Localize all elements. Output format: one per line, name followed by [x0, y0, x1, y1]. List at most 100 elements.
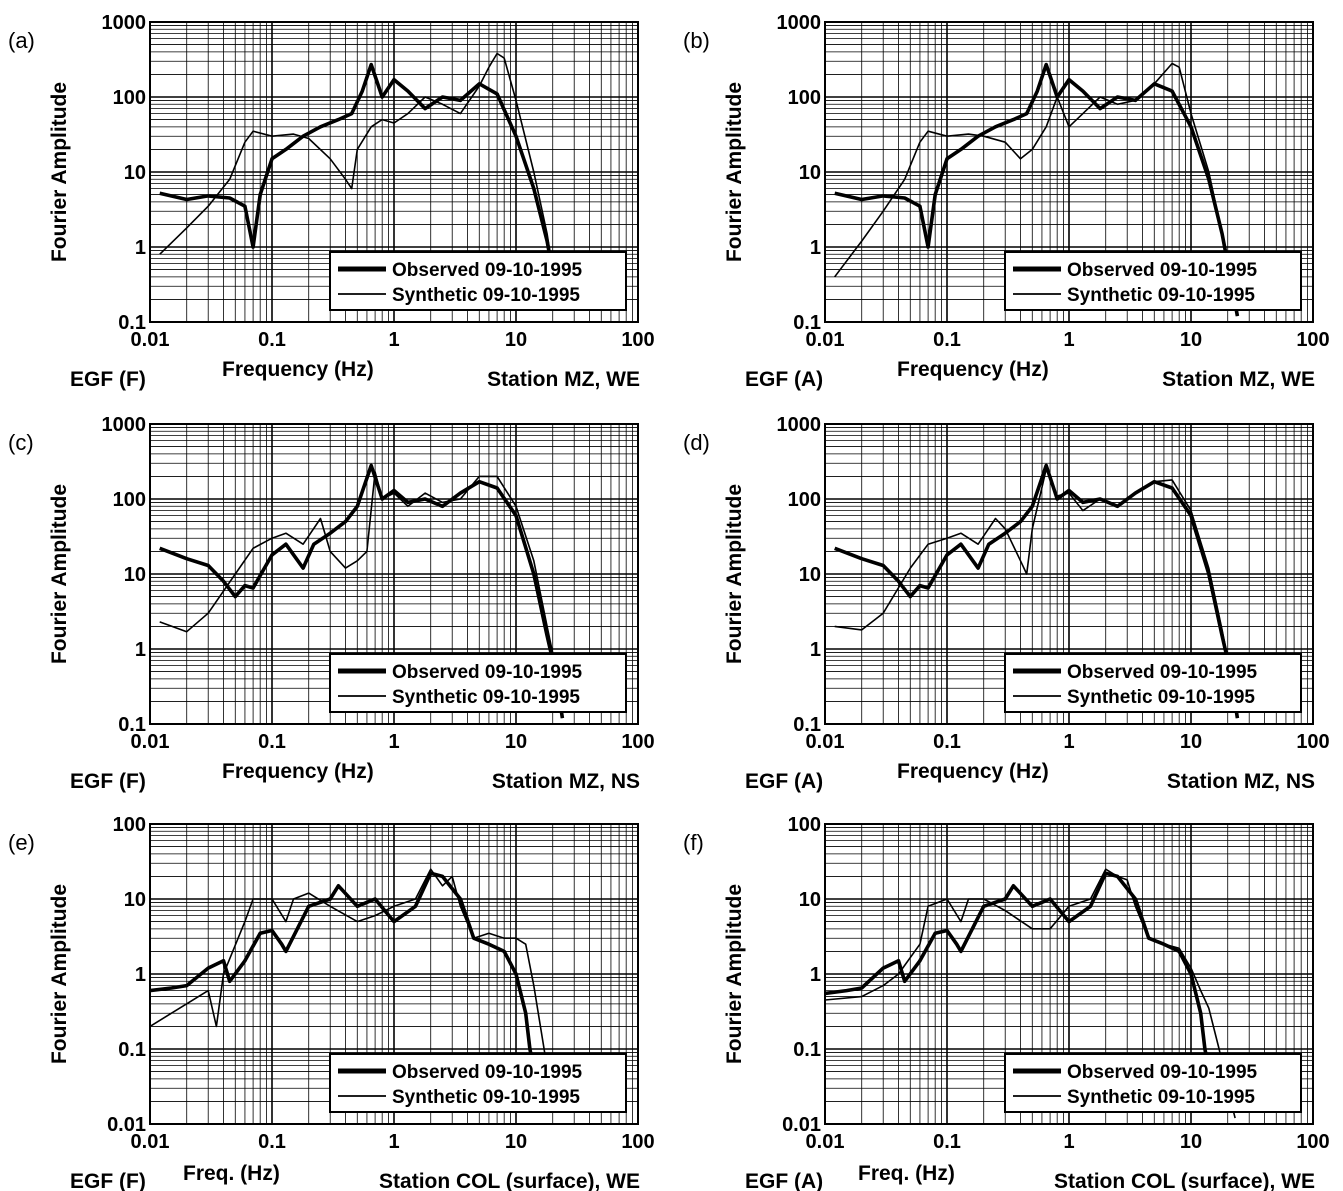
y-tick-label: 1000 — [102, 12, 147, 34]
series-group — [150, 868, 551, 1089]
x-tick-label: 100 — [1296, 731, 1329, 753]
legend-observed-label: Observed 09-10-1995 — [392, 1062, 583, 1083]
y-tick-label: 0.1 — [118, 312, 146, 334]
x-tick-label: 10 — [505, 731, 527, 753]
y-tick-label: 100 — [788, 87, 821, 109]
legend-synthetic-label: Synthetic 09-10-1995 — [1067, 285, 1255, 306]
legend-synthetic-label: Synthetic 09-10-1995 — [392, 285, 580, 306]
legend-synthetic-label: Synthetic 09-10-1995 — [1067, 687, 1255, 708]
legend-synthetic-label: Synthetic 09-10-1995 — [392, 687, 580, 708]
y-tick-label: 1 — [135, 237, 146, 259]
x-tick-label: 1 — [388, 731, 399, 753]
y-axis-title: Fourier Amplitude — [48, 484, 71, 664]
x-tick-label: 10 — [1180, 731, 1202, 753]
panel-e: 0.01 0.1 1 10 100 0.01 0.1 1 10 100 Observed 09-10… — [8, 814, 655, 1191]
panel-f: 0.01 0.1 1 10 100 0.01 0.1 1 10 100 Observed 09-10… — [683, 814, 1330, 1191]
y-tick-label: 1000 — [102, 414, 147, 436]
legend-synthetic-label: Synthetic 09-10-1995 — [392, 1087, 580, 1108]
legend: Observed 09-10-1995 Synthetic 09-10-1995 — [329, 653, 627, 713]
legend-box — [329, 653, 627, 713]
legend-observed-label: Observed 09-10-1995 — [392, 260, 583, 281]
x-tick-label: 1 — [1063, 329, 1074, 351]
synthetic-line — [834, 62, 1239, 317]
x-axis-title: Frequency (Hz) — [897, 358, 1049, 381]
legend-box — [329, 1053, 627, 1113]
y-tick-label: 100 — [788, 489, 821, 511]
x-axis-title: Frequency (Hz) — [897, 760, 1049, 783]
legend-box — [1004, 653, 1302, 713]
x-tick-label: 10 — [505, 1131, 527, 1153]
y-tick-label: 100 — [113, 489, 146, 511]
legend: Observed 09-10-1995 Synthetic 09-10-1995 — [1004, 653, 1302, 713]
observed-line — [834, 463, 1240, 719]
y-axis-title: Fourier Amplitude — [723, 82, 746, 262]
legend-observed-label: Observed 09-10-1995 — [392, 662, 583, 683]
plot-frame — [149, 21, 639, 323]
legend: Observed 09-10-1995 Synthetic 09-10-1995 — [329, 1053, 627, 1113]
station-label: Station MZ, WE — [1162, 368, 1315, 391]
legend-box — [329, 251, 627, 311]
y-tick-label: 0.1 — [793, 312, 821, 334]
egf-label: EGF (A) — [745, 368, 823, 391]
y-tick-label: 10 — [124, 889, 146, 911]
synthetic-line — [825, 868, 1236, 1119]
plot-frame — [149, 823, 639, 1125]
x-axis-title: Frequency (Hz) — [222, 760, 374, 783]
x-tick-label: 0.01 — [131, 1131, 170, 1153]
x-axis-title: Frequency (Hz) — [222, 358, 374, 381]
series-group — [825, 868, 1236, 1119]
legend-synthetic-label: Synthetic 09-10-1995 — [1067, 1087, 1255, 1108]
y-tick-label: 1000 — [777, 414, 822, 436]
x-tick-label: 10 — [505, 329, 527, 351]
legend-observed-label: Observed 09-10-1995 — [1067, 662, 1258, 683]
y-tick-label: 0.1 — [793, 714, 821, 736]
panel-label: (f) — [683, 830, 704, 855]
x-tick-label: 1 — [1063, 1131, 1074, 1153]
panel-label: (c) — [8, 430, 34, 455]
y-tick-label: 10 — [124, 564, 146, 586]
synthetic-line — [159, 471, 564, 719]
egf-label: EGF (F) — [70, 368, 146, 391]
y-axis-title: Fourier Amplitude — [723, 884, 746, 1064]
series-group — [159, 52, 558, 287]
x-tick-label: 100 — [621, 329, 654, 351]
x-axis-title: Freq. (Hz) — [183, 1162, 280, 1185]
observed-line — [150, 871, 540, 1089]
egf-label: EGF (A) — [745, 1170, 823, 1191]
y-axis-title: Fourier Amplitude — [723, 484, 746, 664]
x-axis-title: Freq. (Hz) — [858, 1162, 955, 1185]
x-tick-label: 0.1 — [258, 329, 286, 351]
x-tick-label: 100 — [1296, 1131, 1329, 1153]
panel-label: (a) — [8, 28, 35, 53]
y-tick-label: 1 — [810, 639, 821, 661]
x-tick-label: 0.01 — [131, 329, 170, 351]
y-axis-title: Fourier Amplitude — [48, 884, 71, 1064]
observed-line — [834, 62, 1240, 317]
plot-frame — [824, 21, 1314, 323]
x-tick-label: 0.01 — [806, 329, 845, 351]
y-tick-label: 1000 — [777, 12, 822, 34]
egf-label: EGF (A) — [745, 770, 823, 793]
x-tick-label: 0.1 — [258, 731, 286, 753]
egf-label: EGF (F) — [70, 770, 146, 793]
panel-label: (d) — [683, 430, 710, 455]
x-tick-label: 100 — [621, 731, 654, 753]
panel-label: (e) — [8, 830, 35, 855]
plot-frame — [824, 423, 1314, 725]
y-tick-label: 1 — [810, 964, 821, 986]
y-tick-label: 0.1 — [793, 1039, 821, 1061]
y-axis-title: Fourier Amplitude — [48, 82, 71, 262]
x-tick-label: 0.1 — [933, 329, 961, 351]
x-tick-label: 1 — [388, 1131, 399, 1153]
observed-line — [159, 463, 565, 719]
station-label: Station COL (surface), WE — [379, 1170, 640, 1191]
synthetic-line — [834, 468, 1239, 719]
y-tick-label: 10 — [799, 162, 821, 184]
synthetic-line — [159, 52, 557, 287]
station-label: Station COL (surface), WE — [1054, 1170, 1315, 1191]
y-tick-label: 10 — [799, 889, 821, 911]
plot-frame — [824, 823, 1314, 1125]
